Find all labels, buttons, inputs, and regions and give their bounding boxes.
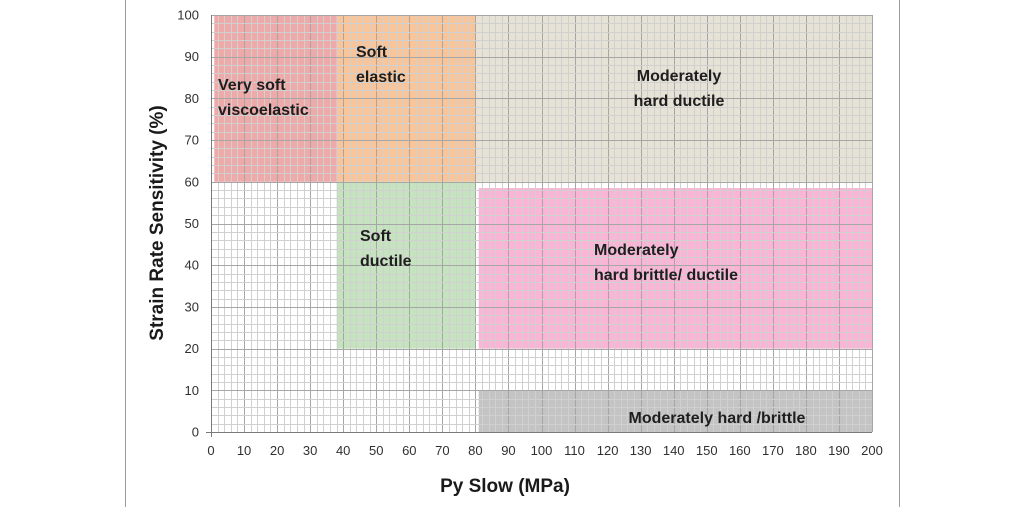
- x-tick-label: 160: [729, 443, 751, 458]
- region-label-moderately-hard-ductile: hard ductile: [634, 93, 725, 110]
- y-tick-label: 80: [185, 91, 199, 106]
- x-tick-label: 20: [270, 443, 284, 458]
- x-tick-label: 70: [435, 443, 449, 458]
- x-tick-label: 150: [696, 443, 718, 458]
- grid-layer: [206, 15, 873, 437]
- x-tick-label: 190: [828, 443, 850, 458]
- x-tick-label: 40: [336, 443, 350, 458]
- x-tick-label: 50: [369, 443, 383, 458]
- region-label-very-soft-viscoelastic: Very soft: [218, 77, 286, 94]
- y-tick-label: 70: [185, 133, 199, 148]
- region-label-moderately-hard-brittle-ductile: hard brittle/ ductile: [594, 267, 738, 284]
- y-tick-label: 20: [185, 341, 199, 356]
- region-label-soft-elastic: elastic: [356, 69, 406, 86]
- y-tick-label: 0: [192, 425, 199, 440]
- x-tick-label: 120: [597, 443, 619, 458]
- x-tick-label: 60: [402, 443, 416, 458]
- y-tick-label: 40: [185, 258, 199, 273]
- y-tick-label: 90: [185, 49, 199, 64]
- region-label-moderately-hard-brittle: Moderately hard /brittle: [629, 410, 806, 427]
- x-tick-label: 100: [531, 443, 553, 458]
- y-tick-label: 30: [185, 299, 199, 314]
- x-tick-label: 140: [663, 443, 685, 458]
- region-label-soft-ductile: Soft: [360, 228, 392, 245]
- region-labels-layer: Very soft viscoelastic Soft elastic Moderate…: [218, 44, 806, 427]
- x-tick-label: 90: [501, 443, 515, 458]
- ticks-layer: 0 10 20 30 40 50 60 70 80 90 100 110 120 130 140 150 160…: [177, 8, 883, 459]
- region-label-moderately-hard-brittle-ductile: Moderately: [594, 242, 679, 259]
- x-tick-label: 130: [630, 443, 652, 458]
- y-tick-label: 10: [185, 383, 199, 398]
- region-label-moderately-hard-ductile: Moderately: [637, 68, 722, 85]
- x-tick-label: 170: [762, 443, 784, 458]
- x-tick-label: 180: [795, 443, 817, 458]
- y-tick-label: 60: [185, 174, 199, 189]
- x-tick-label: 30: [303, 443, 317, 458]
- x-tick-label: 10: [237, 443, 251, 458]
- x-tick-label: 80: [468, 443, 482, 458]
- x-tick-label: 110: [564, 443, 585, 458]
- x-tick-label: 200: [861, 443, 883, 458]
- x-tick-label: 0: [207, 443, 214, 458]
- y-tick-label: 100: [177, 8, 199, 23]
- x-axis-title: Py Slow (MPa): [440, 476, 570, 497]
- region-label-very-soft-viscoelastic: viscoelastic: [218, 102, 309, 119]
- region-label-soft-elastic: Soft: [356, 44, 388, 61]
- y-axis-title: Strain Rate Sensitivity (%): [147, 105, 168, 340]
- y-tick-label: 50: [185, 216, 199, 231]
- region-label-soft-ductile: ductile: [360, 253, 412, 270]
